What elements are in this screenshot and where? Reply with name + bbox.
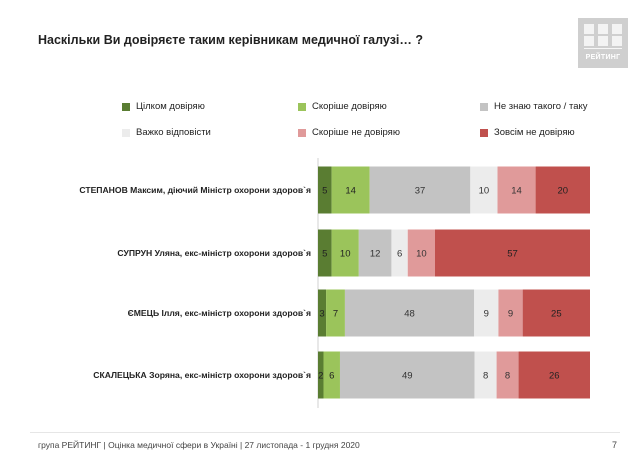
- bar-segment: [358, 229, 392, 277]
- logo-square-icon: [584, 36, 594, 46]
- legend-entry: Скоріше не довіряю: [298, 127, 400, 138]
- bar-segment: [407, 229, 435, 277]
- bar-segment: [369, 166, 471, 214]
- bar-segment: [318, 351, 324, 399]
- data-label: 14: [511, 186, 522, 197]
- bar-segment: [497, 166, 536, 214]
- category-label: СУПРУН Уляна, екс-міністр охорони здоров…: [117, 248, 311, 258]
- data-label: 5: [322, 186, 327, 197]
- bar-segment: [323, 351, 340, 399]
- legend-label: Скоріше не довіряю: [312, 127, 400, 138]
- bar-segment: [535, 166, 590, 214]
- data-label: 7: [333, 309, 338, 320]
- rating-logo: РЕЙТИНГ: [578, 18, 628, 68]
- logo-divider: [584, 48, 622, 49]
- data-label: 57: [507, 249, 518, 260]
- data-label: 9: [508, 309, 513, 320]
- data-label: 8: [483, 371, 488, 382]
- bar-segment: [498, 289, 523, 337]
- legend-label: Зовсім не довіряю: [494, 127, 575, 138]
- data-label: 14: [345, 186, 356, 197]
- page-number: 7: [612, 440, 618, 450]
- bar-segment: [434, 229, 590, 277]
- legend-entry: Зовсім не довіряю: [480, 127, 575, 138]
- bar-segment: [326, 289, 345, 337]
- data-label: 37: [415, 186, 426, 197]
- data-label: 3: [319, 309, 324, 320]
- legend-label: Важко відповісти: [136, 127, 211, 138]
- bar-segment: [339, 351, 475, 399]
- legend-label: Скоріше довіряю: [312, 101, 387, 112]
- category-label: СКАЛЕЦЬКА Зоряна, екс-міністр охорони зд…: [93, 370, 311, 380]
- bar-segment: [391, 229, 408, 277]
- data-label: 10: [340, 249, 351, 260]
- logo-square-icon: [584, 24, 594, 34]
- logo-square-icon: [612, 24, 622, 34]
- bar-segment: [474, 289, 499, 337]
- category-label: СТЕПАНОВ Максим, діючий Міністр охорони …: [79, 185, 311, 195]
- logo-square-icon: [598, 24, 608, 34]
- bar-segment: [474, 351, 497, 399]
- bar-segment: [331, 229, 359, 277]
- data-label: 25: [551, 309, 562, 320]
- legend-label: Цілком довіряю: [136, 101, 205, 112]
- bar-segment: [318, 229, 332, 277]
- legend-entry: Важко відповісти: [122, 127, 211, 138]
- legend-swatch: [480, 128, 488, 137]
- legend-entry: Не знаю такого / таку: [480, 101, 588, 112]
- data-label: 10: [479, 186, 490, 197]
- bar-segment: [318, 289, 327, 337]
- legend-swatch: [122, 128, 130, 137]
- bar-segment: [318, 166, 332, 214]
- footer-text: група РЕЙТИНГ | Оцінка медичної сфери в …: [38, 440, 360, 450]
- category-label: ЄМЕЦЬ Ілля, екс-міністр охорони здоров`я: [128, 308, 311, 318]
- data-label: 6: [329, 371, 334, 382]
- data-label: 10: [416, 249, 427, 260]
- legend-entry: Скоріше довіряю: [298, 101, 387, 112]
- footer-divider: [30, 432, 620, 433]
- bar-segment: [331, 166, 370, 214]
- data-label: 26: [549, 371, 560, 382]
- legend-swatch: [122, 102, 130, 111]
- logo-square-icon: [598, 36, 608, 46]
- legend-swatch: [298, 128, 306, 137]
- legend-label: Не знаю такого / таку: [494, 101, 588, 112]
- bar-segment: [496, 351, 519, 399]
- data-label: 8: [505, 371, 510, 382]
- bar-segment: [518, 351, 590, 399]
- chart-title: Наскільки Ви довіряєте таким керівникам …: [38, 33, 423, 47]
- bar-segment: [470, 166, 498, 214]
- data-label: 49: [402, 371, 413, 382]
- data-label: 9: [484, 309, 489, 320]
- legend-entry: Цілком довіряю: [122, 101, 205, 112]
- logo-text: РЕЙТИНГ: [585, 54, 621, 61]
- legend-swatch: [298, 102, 306, 111]
- bar-segment: [344, 289, 475, 337]
- legend-swatch: [480, 102, 488, 111]
- data-label: 48: [404, 309, 415, 320]
- data-label: 5: [322, 249, 327, 260]
- chart-legend: Цілком довіряю Скоріше довіряю Не знаю т…: [0, 0, 638, 150]
- data-label: 20: [558, 186, 569, 197]
- data-label: 6: [397, 249, 402, 260]
- logo-square-icon: [612, 36, 622, 46]
- bar-segment: [522, 289, 590, 337]
- data-label: 12: [370, 249, 381, 260]
- data-label: 2: [318, 371, 323, 382]
